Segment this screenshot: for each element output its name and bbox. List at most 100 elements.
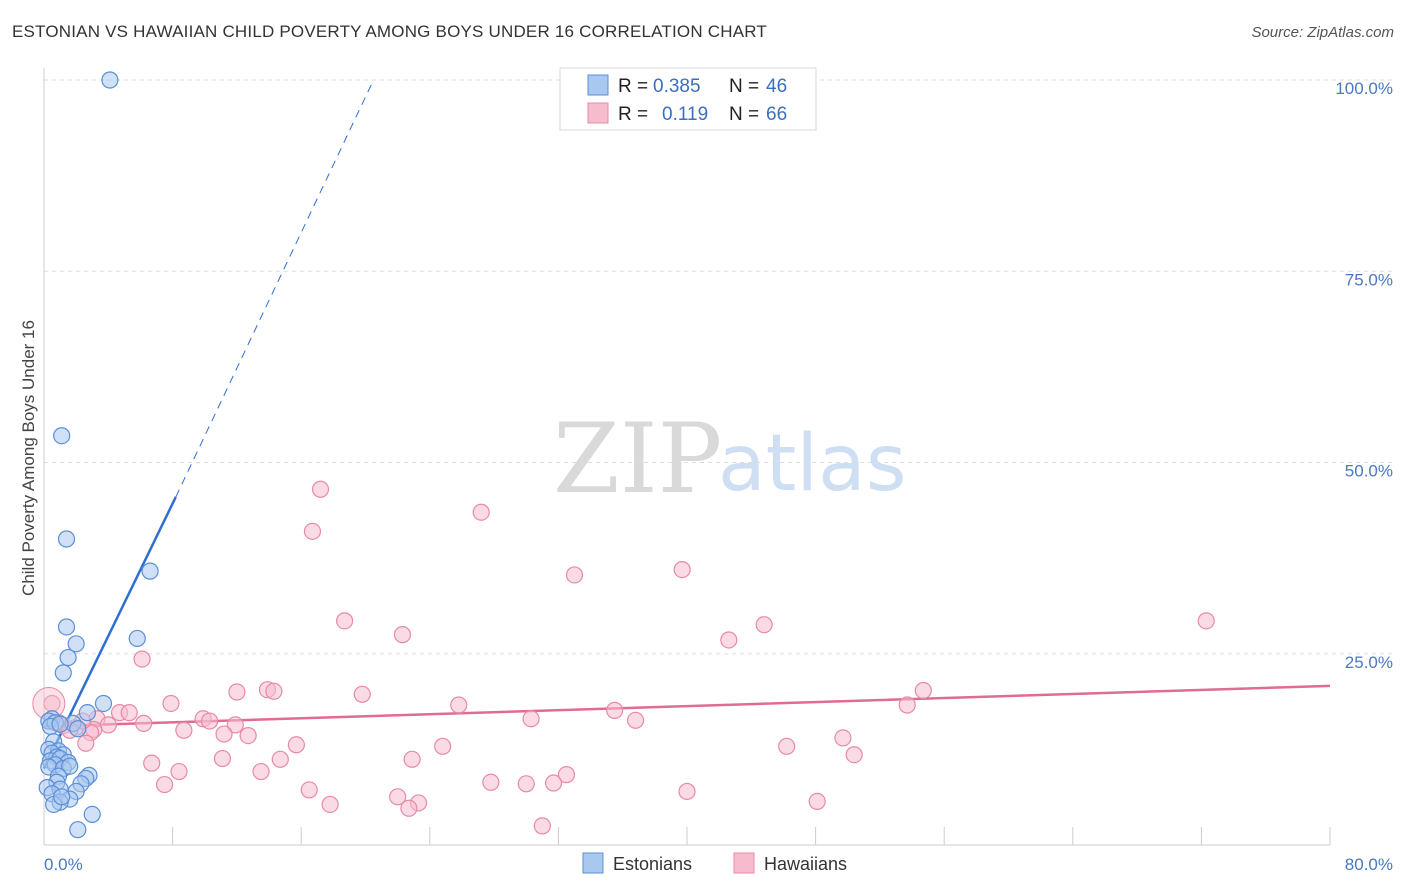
hawaiian-point <box>472 503 490 521</box>
hawaiian-point <box>517 775 535 793</box>
watermark-atlas: atlas <box>718 419 907 509</box>
hawaiian-point <box>482 773 500 791</box>
estonian-point <box>54 664 72 682</box>
hawaiian-point <box>393 626 412 644</box>
estonian-point <box>83 805 101 824</box>
legend-estonian-n-value: 46 <box>766 76 787 97</box>
hawaiian-point <box>213 749 232 768</box>
top-legend: R = 0.385 N = 46 R = 0.119 N = 66 <box>559 67 817 131</box>
estonian-point <box>61 757 79 775</box>
hawaiian-point <box>239 727 257 745</box>
watermark-zip: ZIP <box>553 403 722 515</box>
y-tick-label: 25.0% <box>1345 653 1393 672</box>
hawaiian-point <box>834 729 852 747</box>
source-label: Source: ZipAtlas.com <box>1251 24 1394 41</box>
hawaiian-point <box>400 799 418 817</box>
legend-hawaiian-swatch <box>587 102 609 124</box>
hawaiian-point <box>321 795 339 814</box>
y-axis-title: Child Poverty Among Boys Under 16 <box>19 320 38 596</box>
estonian-point <box>101 71 119 89</box>
hawaiian-point <box>133 650 151 668</box>
hawaiian-point <box>1197 612 1215 630</box>
hawaiian-point <box>77 734 95 752</box>
estonian-point <box>57 618 76 636</box>
legend-estonian-r-value: 0.385 <box>653 76 701 97</box>
hawaiian-points <box>32 480 1215 835</box>
legend-estonian-swatch <box>587 74 609 96</box>
hawaiian-point <box>143 754 161 772</box>
estonian-point <box>51 715 69 733</box>
hawaiian-point <box>287 736 305 754</box>
chart-title: ESTONIAN VS HAWAIIAN CHILD POVERTY AMONG… <box>12 22 767 41</box>
legend-hawaiian-n-label: N = <box>729 104 759 125</box>
hawaiian-point <box>155 775 174 794</box>
estonian-points <box>38 71 159 839</box>
hawaiian-point <box>303 522 322 540</box>
bottom-legend-hawaiian-swatch <box>733 852 755 874</box>
hawaiian-point <box>557 766 576 784</box>
hawaiian-point <box>544 774 563 792</box>
legend-estonian-r-label: R = <box>618 76 648 97</box>
bottom-legend-hawaiian-label: Hawaiians <box>764 854 847 874</box>
legend-hawaiian-r-label: R = <box>618 104 648 125</box>
hawaiian-point <box>845 746 863 764</box>
hawaiian-point <box>673 560 691 579</box>
estonian-point <box>69 821 87 839</box>
hawaiian-point <box>565 566 584 584</box>
hawaiian-point <box>162 694 180 713</box>
estonian-point <box>57 530 76 548</box>
estonian-point <box>141 562 159 580</box>
hawaiian-point <box>606 701 624 719</box>
hawaiian-point <box>228 683 246 701</box>
hawaiian-point <box>252 762 270 781</box>
hawaiian-point <box>226 716 244 734</box>
hawaiian-point <box>215 725 233 743</box>
hawaiian-point <box>533 817 551 835</box>
hawaiian-point <box>300 781 318 799</box>
hawaiian-point <box>678 782 696 801</box>
estonian-point <box>53 427 71 445</box>
hawaiian-point <box>898 696 916 714</box>
bottom-legend-estonian-label: Estonians <box>613 854 692 874</box>
estonian-point <box>78 704 97 722</box>
bottom-legend-estonian-swatch <box>582 852 604 874</box>
estonian-point <box>67 635 85 653</box>
hawaiian-point <box>336 612 354 630</box>
hawaiian-point <box>170 762 188 781</box>
hawaiian-point <box>434 737 452 755</box>
hawaiian-point <box>265 682 283 700</box>
hawaiian-point <box>626 711 645 729</box>
grid-layer <box>44 79 1392 655</box>
hawaiian-point <box>389 788 407 806</box>
hawaiian-point <box>120 704 138 722</box>
hawaiian-point <box>99 716 117 734</box>
y-tick-label: 75.0% <box>1345 270 1393 289</box>
legend-estonian-n-label: N = <box>729 76 759 97</box>
hawaiian-point <box>720 631 738 649</box>
hawaiian-point <box>778 737 796 755</box>
estonian-point <box>53 788 71 806</box>
hawaiian-point <box>914 681 932 700</box>
hawaiian-point <box>353 685 371 703</box>
estonian-point <box>69 720 87 738</box>
estonian-point <box>59 648 77 667</box>
hawaiian-point <box>403 750 421 768</box>
hawaiian-point <box>808 792 826 810</box>
estonian-point <box>94 694 113 713</box>
hawaiian-point <box>450 696 468 714</box>
x-tick-label-max: 80.0% <box>1345 855 1393 874</box>
estonian-trend-extension <box>175 79 374 498</box>
hawaiian-point <box>271 750 289 768</box>
estonian-point <box>128 629 146 648</box>
hawaiian-point <box>522 710 540 728</box>
legend-hawaiian-n-value: 66 <box>766 104 787 125</box>
hawaiian-trend-line <box>43 684 1331 728</box>
y-tick-label: 100.0% <box>1335 79 1393 98</box>
hawaiian-point <box>755 616 773 634</box>
legend-hawaiian-r-value: 0.119 <box>662 104 708 125</box>
hawaiian-point <box>200 712 219 730</box>
axis-layer: 25.0% 50.0% 75.0% 100.0% 0.0% 80.0% <box>43 68 1393 874</box>
x-tick-label-min: 0.0% <box>44 855 83 874</box>
y-tick-label: 50.0% <box>1345 462 1393 481</box>
